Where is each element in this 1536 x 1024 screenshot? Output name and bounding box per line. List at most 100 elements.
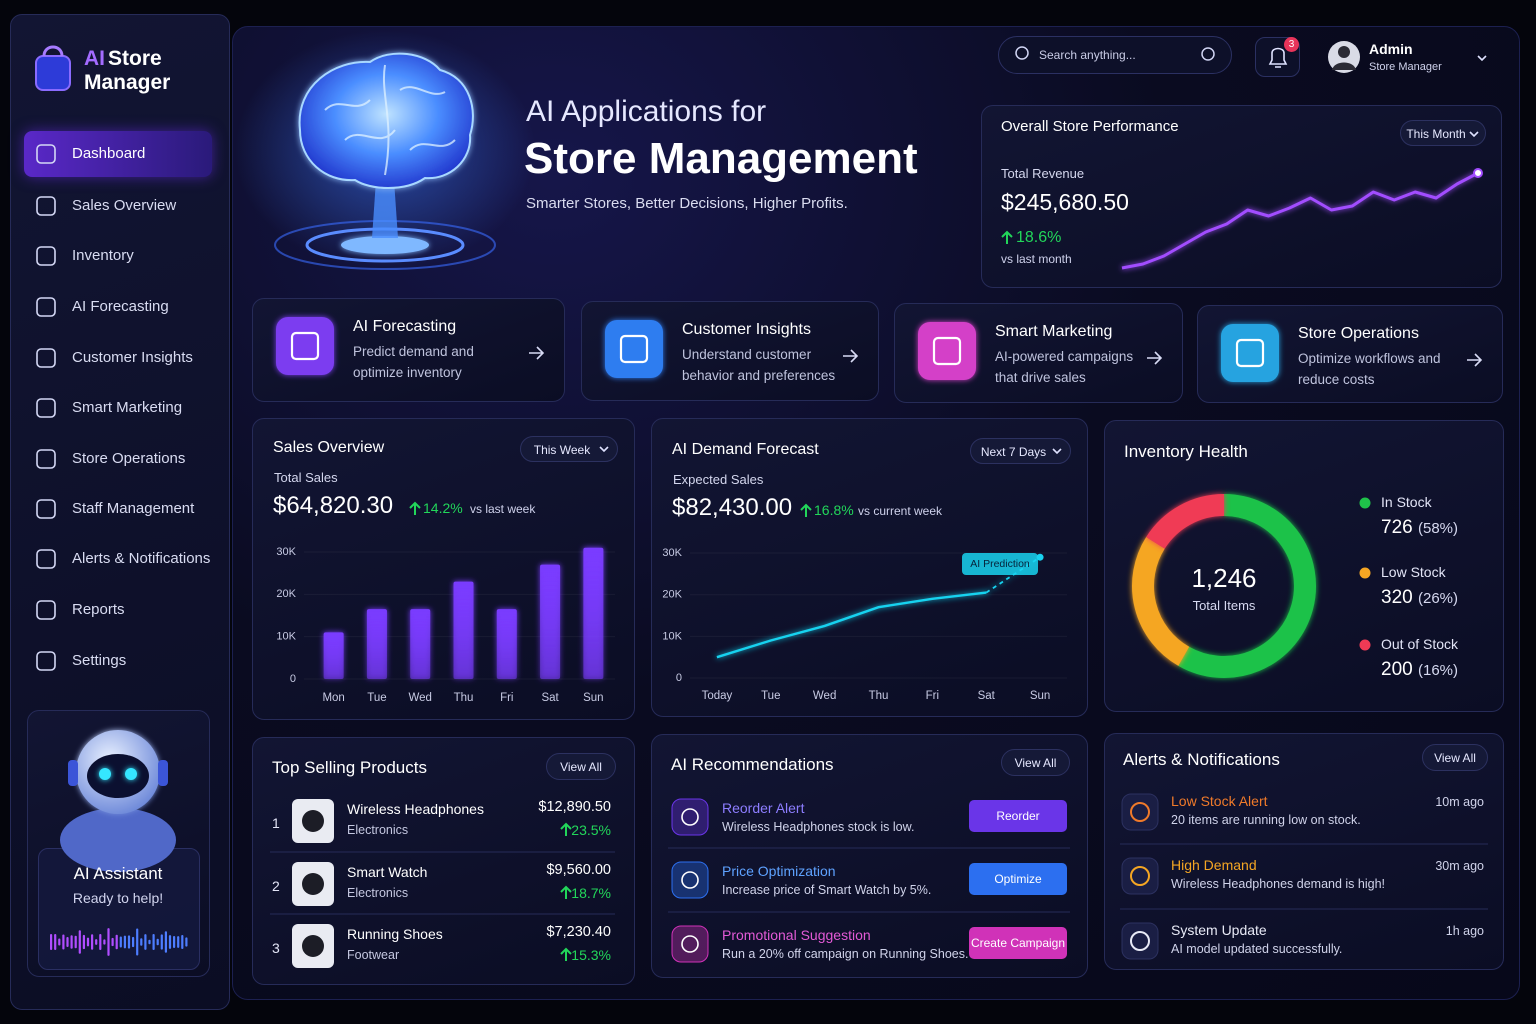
nav-item[interactable]: Smart Marketing [72, 399, 183, 416]
alerts-card [1104, 733, 1504, 970]
donut-total: 1,246 [1191, 563, 1257, 593]
alert-title: Low Stock Alert [1171, 793, 1268, 809]
metric-change: 18.6% [1016, 229, 1062, 246]
nav-item[interactable]: Alerts & Notifications [72, 550, 211, 567]
metric-value: $245,680.50 [1001, 189, 1129, 215]
product-change: 15.3% [571, 947, 611, 963]
legend-percent: (58%) [1418, 520, 1459, 537]
feature-description: AI-powered campaigns [995, 349, 1134, 364]
notification-badge: 3 [1284, 37, 1299, 52]
feature-title: Store Operations [1298, 325, 1419, 342]
alert-title: System Update [1171, 922, 1267, 938]
alert-title: High Demand [1171, 857, 1257, 873]
sales-overview-card [252, 418, 635, 720]
metric-label: Total Revenue [1001, 166, 1085, 181]
product-name: Running Shoes [347, 926, 443, 942]
product-category: Footwear [347, 948, 400, 962]
legend-percent: (26%) [1418, 590, 1459, 607]
product-name: Wireless Headphones [347, 801, 484, 817]
nav-item[interactable]: Sales Overview [72, 197, 177, 214]
legend-label: In Stock [1381, 494, 1432, 510]
feature-description: Understand customer [682, 347, 812, 362]
legend-count: 726 [1381, 517, 1413, 538]
metric-label: Total Sales [274, 470, 338, 485]
product-name: Smart Watch [347, 864, 428, 880]
donut-total-label: Total Items [1192, 598, 1256, 613]
search-box[interactable] [998, 36, 1232, 74]
card-title: Alerts & Notifications [1123, 750, 1280, 769]
nav-item[interactable]: Staff Management [72, 500, 195, 517]
legend-percent: (16%) [1418, 662, 1459, 679]
feature-description: reduce costs [1298, 372, 1375, 387]
hero-title-line1: AI Applications for [526, 95, 767, 128]
product-sales: $12,890.50 [538, 799, 611, 815]
nav-item[interactable]: Store Operations [72, 450, 186, 467]
nav-item[interactable]: Reports [72, 601, 125, 618]
recommendation-title: Price Optimization [722, 863, 836, 879]
metric-label: Expected Sales [673, 472, 764, 487]
metric-change: 16.8% [814, 502, 854, 518]
nav-item[interactable]: Customer Insights [72, 349, 193, 366]
action-button[interactable]: Create Campaign [969, 927, 1067, 959]
legend-count: 320 [1381, 587, 1413, 608]
legend-label: Out of Stock [1381, 636, 1459, 652]
user-name: Admin [1369, 41, 1413, 57]
recommendation-description: Run a 20% off campaign on Running Shoes. [722, 947, 969, 961]
assistant-title: AI Assistant [73, 864, 163, 883]
recommendation-description: Wireless Headphones stock is low. [722, 820, 915, 834]
alert-time: 10m ago [1435, 795, 1484, 809]
metric-change: 14.2% [423, 500, 463, 516]
assistant-subtitle: Ready to help! [72, 890, 164, 906]
period-dropdown[interactable]: This Month [1400, 120, 1486, 146]
card-title: AI Recommendations [671, 755, 834, 774]
feature-description: that drive sales [995, 370, 1086, 385]
feature-card[interactable] [894, 303, 1183, 403]
recommendation-title: Promotional Suggestion [722, 927, 871, 943]
recommendation-title: Reorder Alert [722, 800, 805, 816]
product-rank: 2 [272, 878, 280, 894]
hero-subtitle: Smarter Stores, Better Decisions, Higher… [526, 195, 848, 212]
product-change: 23.5% [571, 822, 611, 838]
feature-description: Optimize workflows and [1298, 351, 1441, 366]
hero-title-line2: Store Management [524, 134, 918, 183]
card-title: Inventory Health [1124, 442, 1248, 461]
feature-description: behavior and preferences [682, 368, 836, 383]
card-title: Overall Store Performance [1001, 118, 1179, 135]
brand-accent: AI [84, 47, 105, 70]
view-all-button[interactable]: View All [1001, 749, 1070, 776]
nav-item[interactable]: Dashboard [72, 145, 146, 162]
period-dropdown[interactable]: Next 7 Days [970, 438, 1071, 464]
product-category: Electronics [347, 886, 409, 900]
feature-title: Smart Marketing [995, 323, 1113, 340]
recommendation-description: Increase price of Smart Watch by 5%. [722, 883, 932, 897]
alert-time: 1h ago [1445, 924, 1484, 938]
period-dropdown[interactable]: This Week [520, 436, 618, 462]
view-all-button[interactable]: View All [1422, 744, 1488, 771]
card-title: AI Demand Forecast [672, 441, 819, 458]
feature-title: Customer Insights [682, 321, 811, 338]
search-placeholder: Search anything... [1039, 48, 1136, 62]
action-button[interactable]: Reorder [969, 800, 1067, 832]
product-sales: $9,560.00 [546, 862, 611, 878]
nav-item[interactable]: AI Forecasting [72, 298, 169, 315]
product-rank: 3 [272, 940, 280, 956]
legend-count: 200 [1381, 659, 1413, 680]
brand-name: Store [108, 47, 162, 70]
feature-title: AI Forecasting [353, 318, 457, 335]
feature-description: optimize inventory [353, 365, 462, 380]
product-category: Electronics [347, 823, 409, 837]
card-title: Top Selling Products [272, 758, 427, 777]
brand-line2: Manager [84, 71, 171, 94]
feature-description: Predict demand and [353, 344, 474, 359]
nav-item[interactable]: Inventory [72, 247, 134, 264]
action-button[interactable]: Optimize [969, 863, 1067, 895]
metric-comparison: vs last month [1001, 252, 1072, 266]
user-role: Store Manager [1369, 61, 1442, 73]
product-change: 18.7% [571, 885, 611, 901]
nav-item[interactable]: Settings [72, 652, 127, 669]
view-all-button[interactable]: View All [546, 753, 616, 780]
metric-value: $82,430.00 [672, 494, 793, 521]
alert-description: 20 items are running low on stock. [1171, 813, 1361, 827]
